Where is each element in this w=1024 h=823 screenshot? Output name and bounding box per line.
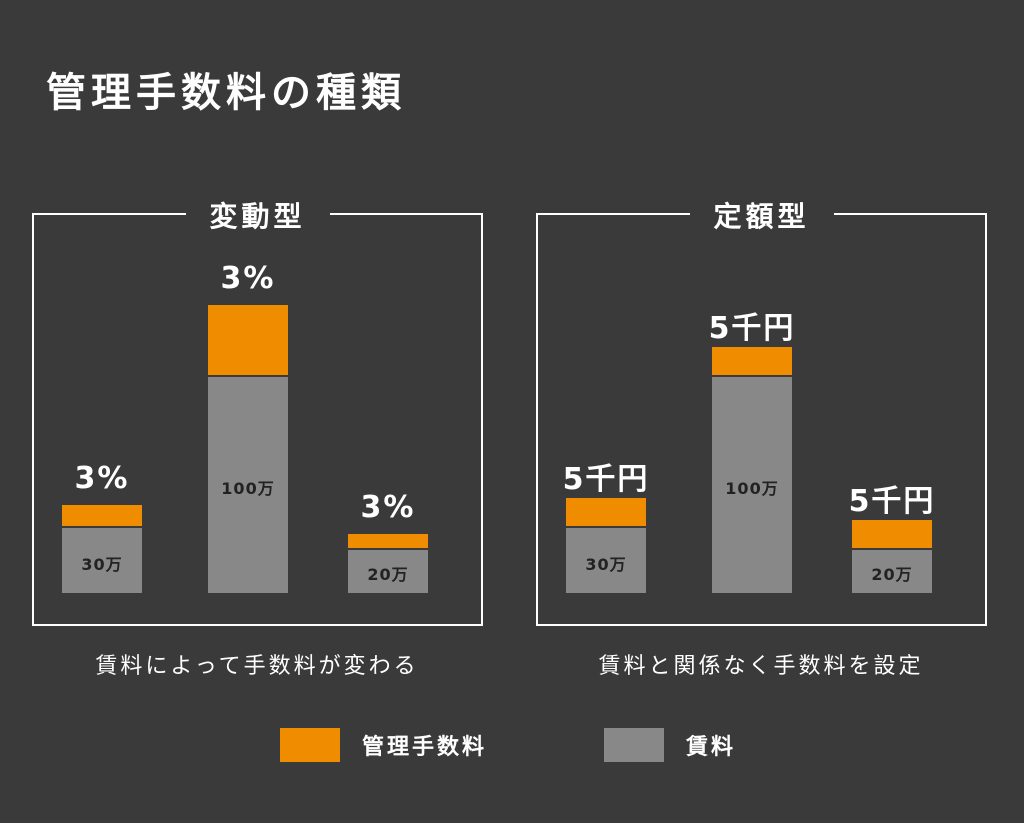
- fixed-rent-label-1: 100万: [725, 479, 779, 498]
- fixed-fee-bar-0: [566, 498, 646, 527]
- variable-rent-bar-0: [62, 528, 142, 593]
- legend-item-rent: 賃料: [604, 728, 736, 762]
- fixed-fee-bar-1: [712, 347, 792, 375]
- fixed-rent-bar-1: [712, 377, 792, 593]
- legend-label-fee: 管理手数料: [362, 735, 488, 760]
- fixed-rent-label-0: 30万: [585, 554, 627, 574]
- legend-item-fee: 管理手数料: [280, 728, 487, 762]
- variable-rent-bar-2: [348, 549, 428, 593]
- variable-rent-bar-1: [208, 377, 288, 593]
- variable-fee-label-2: 3%: [360, 489, 416, 525]
- fixed-type-panel: 定額型: [536, 195, 987, 626]
- fixed-rent-label-2: 20万: [871, 565, 913, 585]
- fixed-type-caption: 賃料と関係なく手数料を設定: [598, 654, 924, 679]
- variable-type-caption: 賃料によって手数料が変わる: [95, 654, 419, 679]
- page-title: 管理手数料の種類: [46, 70, 406, 116]
- fixed-fee-label-2: 5千円: [848, 483, 936, 519]
- variable-type-panel: 変動型: [32, 195, 483, 626]
- fixed-rent-bar-0: [566, 528, 646, 593]
- variable-fee-bar-2: [348, 533, 428, 548]
- variable-fee-bar-1: [208, 305, 288, 375]
- fixed-type-title: 定額型: [689, 195, 834, 235]
- variable-type-title: 変動型: [185, 195, 330, 235]
- variable-rent-label-1: 100万: [221, 479, 275, 498]
- fixed-fee-label-1: 5千円: [708, 311, 796, 346]
- legend-swatch-fee: [280, 728, 340, 762]
- fixed-fee-label-0: 5千円: [562, 462, 650, 498]
- legend-swatch-rent: [604, 728, 664, 762]
- variable-rent-label-2: 20万: [367, 565, 409, 585]
- variable-fee-bar-0: [62, 505, 142, 527]
- variable-fee-label-0: 3%: [74, 461, 130, 497]
- variable-rent-label-0: 30万: [81, 554, 123, 574]
- legend-label-rent: 賃料: [686, 735, 737, 760]
- fixed-rent-bar-2: [852, 549, 932, 593]
- fixed-fee-bar-2: [852, 519, 932, 548]
- variable-fee-label-1: 3%: [220, 261, 276, 296]
